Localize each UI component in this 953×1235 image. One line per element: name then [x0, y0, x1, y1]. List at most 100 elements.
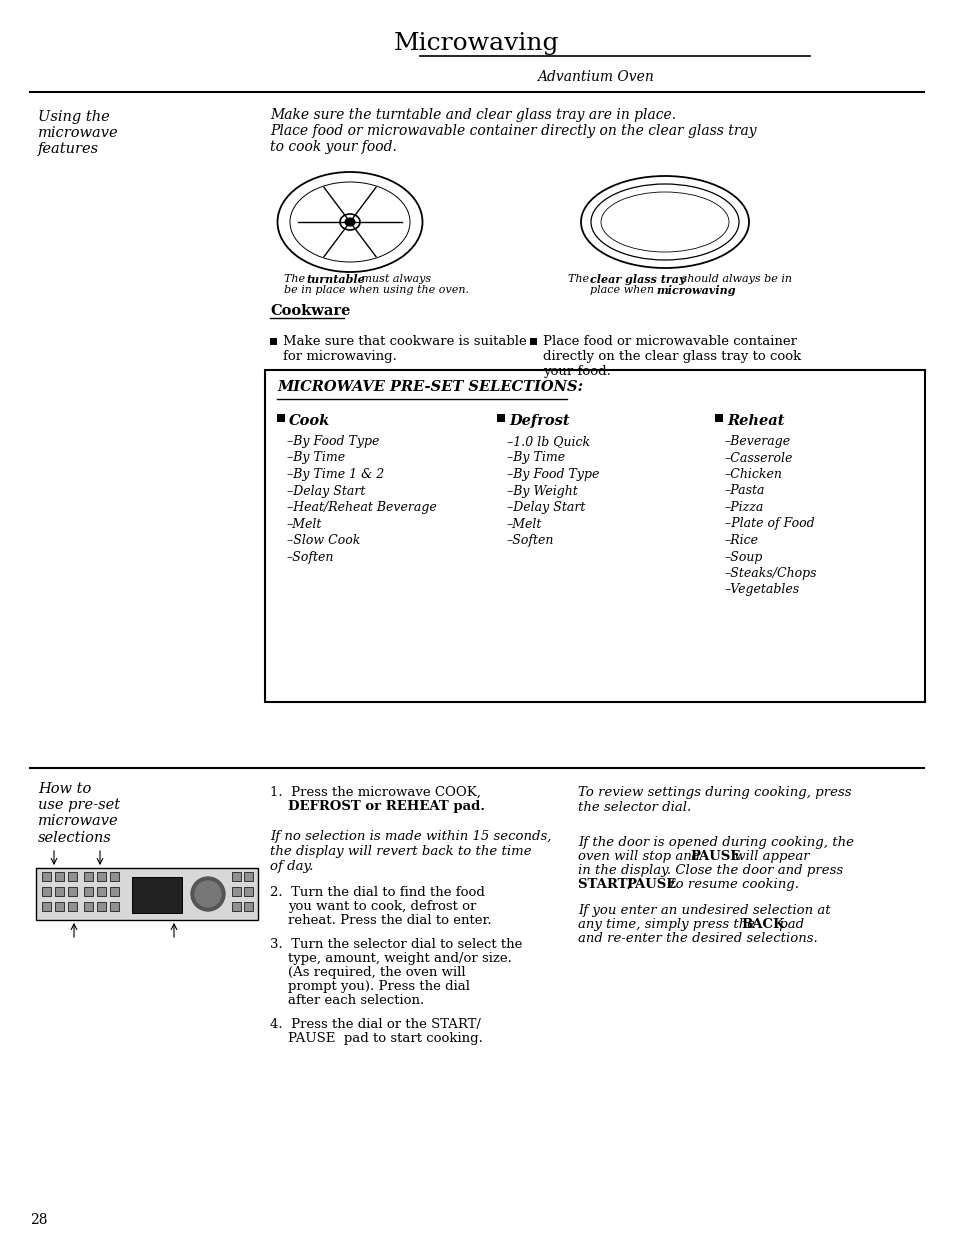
Text: should always be in: should always be in	[678, 274, 791, 284]
Text: –Melt: –Melt	[506, 517, 542, 531]
Text: –Delay Start: –Delay Start	[506, 501, 585, 514]
Text: in the display. Close the door and press: in the display. Close the door and press	[578, 864, 842, 877]
Bar	[232, 887, 241, 897]
Text: 2.  Turn the dial to find the food: 2. Turn the dial to find the food	[270, 885, 484, 899]
Text: How to
use pre-set
microwave
selections: How to use pre-set microwave selections	[38, 782, 120, 845]
Text: DEFROST or REHEAT pad.: DEFROST or REHEAT pad.	[288, 800, 484, 813]
Bar	[42, 887, 51, 897]
Text: –Melt: –Melt	[287, 517, 322, 531]
Text: Microwaving: Microwaving	[394, 32, 559, 56]
Text: –Pizza: –Pizza	[724, 501, 763, 514]
Bar	[110, 872, 119, 881]
Text: If you enter an undesired selection at: If you enter an undesired selection at	[578, 904, 830, 918]
Text: The: The	[284, 274, 309, 284]
Text: Make sure the turntable and clear glass tray are in place.: Make sure the turntable and clear glass …	[270, 107, 676, 122]
Text: after each selection.: after each selection.	[288, 994, 424, 1007]
Bar	[84, 887, 92, 897]
Text: reheat. Press the dial to enter.: reheat. Press the dial to enter.	[288, 914, 491, 927]
Text: –1.0 lb Quick: –1.0 lb Quick	[506, 435, 590, 448]
Bar	[68, 872, 77, 881]
Bar	[97, 902, 106, 911]
Bar	[84, 902, 92, 911]
Bar	[497, 414, 504, 422]
Text: –Pasta: –Pasta	[724, 484, 764, 498]
Circle shape	[194, 881, 221, 906]
Text: –Casserole: –Casserole	[724, 452, 793, 464]
Bar	[84, 872, 92, 881]
Bar	[68, 902, 77, 911]
Text: Advantium Oven: Advantium Oven	[536, 70, 653, 84]
Text: –By Weight: –By Weight	[506, 484, 578, 498]
Text: prompt you). Press the dial: prompt you). Press the dial	[288, 981, 470, 993]
Text: must always: must always	[357, 274, 431, 284]
Text: to resume cooking.: to resume cooking.	[665, 878, 799, 890]
Text: PAUSE  pad to start cooking.: PAUSE pad to start cooking.	[288, 1032, 482, 1045]
Bar	[276, 414, 285, 422]
Bar	[42, 872, 51, 881]
Text: To review settings during cooking, press
the selector dial.: To review settings during cooking, press…	[578, 785, 851, 814]
Text: 28: 28	[30, 1213, 48, 1228]
Text: –Delay Start: –Delay Start	[287, 484, 365, 498]
Text: microwaving: microwaving	[656, 285, 735, 296]
Text: –Soften: –Soften	[287, 551, 334, 563]
Bar	[42, 902, 51, 911]
Text: –By Food Type: –By Food Type	[287, 435, 379, 448]
Text: Cookware: Cookware	[270, 304, 350, 317]
Bar	[244, 872, 253, 881]
Text: Defrost: Defrost	[509, 414, 569, 429]
Text: 3.  Turn the selector dial to select the: 3. Turn the selector dial to select the	[270, 939, 522, 951]
Text: oven will stop and: oven will stop and	[578, 850, 703, 863]
Text: –Chicken: –Chicken	[724, 468, 782, 480]
Text: turntable: turntable	[306, 274, 364, 285]
Text: If the door is opened during cooking, the: If the door is opened during cooking, th…	[578, 836, 853, 848]
Text: –By Time: –By Time	[287, 452, 345, 464]
Bar	[714, 414, 722, 422]
Text: –By Time: –By Time	[506, 452, 564, 464]
Ellipse shape	[345, 219, 355, 226]
Text: type, amount, weight and/or size.: type, amount, weight and/or size.	[288, 952, 512, 965]
Text: be in place when using the oven.: be in place when using the oven.	[284, 285, 469, 295]
Ellipse shape	[339, 214, 359, 230]
Bar	[97, 872, 106, 881]
Bar	[132, 877, 182, 913]
Circle shape	[191, 877, 225, 911]
FancyBboxPatch shape	[265, 370, 924, 701]
Text: –Steaks/Chops: –Steaks/Chops	[724, 567, 817, 580]
Bar	[97, 887, 106, 897]
Text: pad: pad	[774, 918, 803, 931]
Bar	[530, 338, 537, 345]
Bar	[270, 338, 276, 345]
Bar	[244, 887, 253, 897]
Text: PAUSE: PAUSE	[625, 878, 676, 890]
Text: MICROWAVE PRE-SET SELECTIONS:: MICROWAVE PRE-SET SELECTIONS:	[276, 380, 582, 394]
Text: place when: place when	[589, 285, 657, 295]
Text: and re-enter the desired selections.: and re-enter the desired selections.	[578, 932, 817, 945]
Text: –Slow Cook: –Slow Cook	[287, 534, 360, 547]
Text: Place food or microwavable container
directly on the clear glass tray to cook
yo: Place food or microwavable container dir…	[542, 335, 801, 378]
Text: BACK: BACK	[740, 918, 783, 931]
Bar	[232, 872, 241, 881]
Text: clear glass tray: clear glass tray	[589, 274, 685, 285]
Text: –By Time 1 & 2: –By Time 1 & 2	[287, 468, 384, 480]
Bar	[55, 872, 64, 881]
Text: Reheat: Reheat	[726, 414, 783, 429]
Text: Make sure that cookware is suitable
for microwaving.: Make sure that cookware is suitable for …	[283, 335, 526, 363]
Bar	[232, 902, 241, 911]
Text: Cook: Cook	[289, 414, 330, 429]
Text: The: The	[567, 274, 592, 284]
Bar	[110, 887, 119, 897]
Text: 4.  Press the dial or the START/: 4. Press the dial or the START/	[270, 1018, 480, 1031]
Text: If no selection is made within 15 seconds,
the display will revert back to the t: If no selection is made within 15 second…	[270, 830, 551, 873]
Text: –Plate of Food: –Plate of Food	[724, 517, 814, 531]
Text: –Beverage: –Beverage	[724, 435, 790, 448]
Bar	[244, 902, 253, 911]
Text: .: .	[721, 285, 724, 295]
Text: Place food or microwavable container directly on the clear glass tray
to cook yo: Place food or microwavable container dir…	[270, 124, 756, 154]
Text: you want to cook, defrost or: you want to cook, defrost or	[288, 900, 476, 913]
Text: (As required, the oven will: (As required, the oven will	[288, 966, 465, 979]
Text: PAUSE: PAUSE	[689, 850, 740, 863]
Bar	[110, 902, 119, 911]
Bar	[55, 902, 64, 911]
Text: –Soften: –Soften	[506, 534, 554, 547]
Bar	[68, 887, 77, 897]
